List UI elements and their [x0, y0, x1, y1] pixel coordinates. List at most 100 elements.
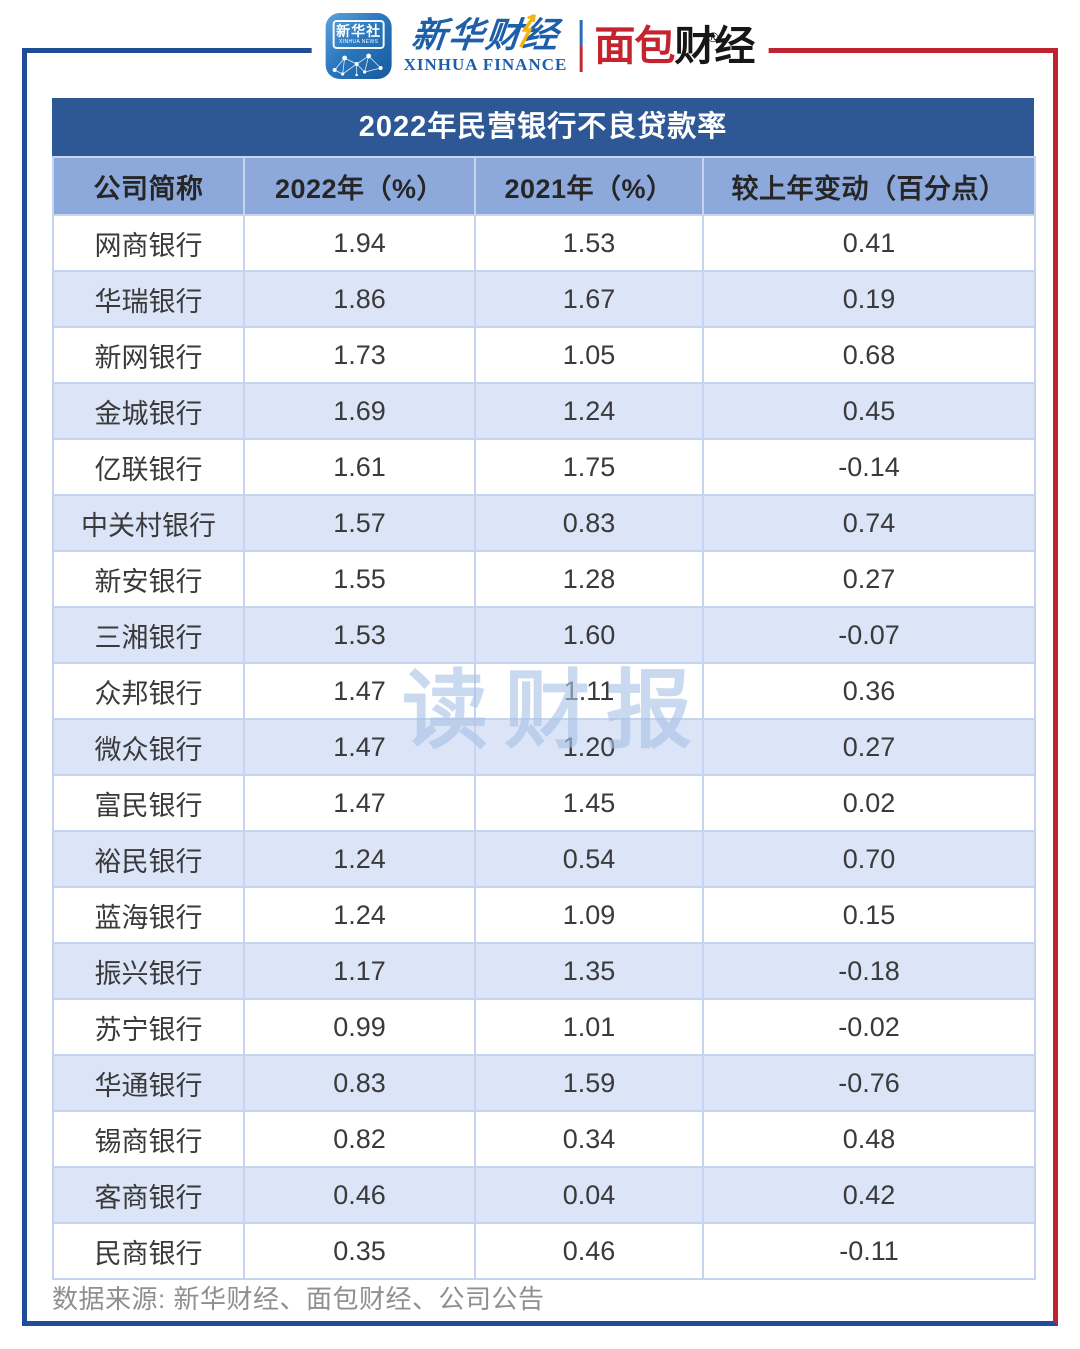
xinhua-finance-en-wordmark: XINHUA FINANCE	[403, 55, 568, 74]
value-2021-cell: 1.01	[474, 998, 704, 1056]
change-cell: 0.02	[702, 774, 1036, 832]
mianbao-logo-black-part: 财经	[674, 23, 755, 69]
bank-name-cell: 华瑞银行	[52, 270, 245, 328]
bank-name-cell: 亿联银行	[52, 438, 245, 496]
change-cell: -0.11	[702, 1222, 1036, 1280]
xinhua-finance-logo: 新华财经 XINHUA FINANCE	[403, 13, 568, 75]
table-row: 新网银行 1.73 1.05 0.68	[52, 326, 1036, 384]
table-row: 民商银行 0.35 0.46 -0.11	[52, 1222, 1036, 1280]
change-cell: 0.41	[702, 214, 1036, 272]
value-2022-cell: 0.46	[243, 1166, 476, 1224]
bank-name-cell: 新安银行	[52, 550, 245, 608]
value-2022-cell: 1.69	[243, 382, 476, 440]
table-row: 三湘银行 1.53 1.60 -0.07	[52, 606, 1036, 664]
change-cell: 0.19	[702, 270, 1036, 328]
value-2022-cell: 1.47	[243, 774, 476, 832]
change-cell: -0.76	[702, 1054, 1036, 1112]
table-row: 中关村银行 1.57 0.83 0.74	[52, 494, 1036, 552]
value-2021-cell: 1.67	[474, 270, 704, 328]
change-cell: 0.48	[702, 1110, 1036, 1168]
table-row: 华瑞银行 1.86 1.67 0.19	[52, 270, 1036, 328]
table-row: 苏宁银行 0.99 1.01 -0.02	[52, 998, 1036, 1056]
value-2021-cell: 1.53	[474, 214, 704, 272]
network-constellation-icon	[332, 53, 383, 76]
bank-name-cell: 华通银行	[52, 1054, 245, 1112]
table-row: 众邦银行 1.47 1.11 0.36	[52, 662, 1036, 720]
change-cell: 0.68	[702, 326, 1036, 384]
bank-name-cell: 蓝海银行	[52, 886, 245, 944]
bank-name-cell: 众邦银行	[52, 662, 245, 720]
change-cell: -0.02	[702, 998, 1036, 1056]
value-2022-cell: 1.61	[243, 438, 476, 496]
logo-bar: 新华社 XINHUA NEWS 新华财经	[311, 6, 769, 86]
bank-name-cell: 振兴银行	[52, 942, 245, 1000]
value-2021-cell: 0.04	[474, 1166, 704, 1224]
table-row: 裕民银行 1.24 0.54 0.70	[52, 830, 1036, 888]
value-2022-cell: 1.17	[243, 942, 476, 1000]
table-row: 网商银行 1.94 1.53 0.41	[52, 214, 1036, 272]
header-row: 公司简称 2022年（%） 2021年（%） 较上年变动（百分点）	[52, 156, 1036, 216]
mianbao-finance-logo: 面包财经 ®	[594, 23, 755, 69]
lightning-bolt-icon	[518, 13, 536, 48]
value-2022-cell: 1.86	[243, 270, 476, 328]
bank-name-cell: 裕民银行	[52, 830, 245, 888]
bank-name-cell: 锡商银行	[52, 1110, 245, 1168]
change-cell: 0.36	[702, 662, 1036, 720]
value-2022-cell: 1.47	[243, 718, 476, 776]
value-2021-cell: 1.28	[474, 550, 704, 608]
bank-name-cell: 金城银行	[52, 382, 245, 440]
bank-name-cell: 网商银行	[52, 214, 245, 272]
table-row: 新安银行 1.55 1.28 0.27	[52, 550, 1036, 608]
value-2022-cell: 0.83	[243, 1054, 476, 1112]
change-cell: -0.07	[702, 606, 1036, 664]
change-cell: -0.14	[702, 438, 1036, 496]
value-2021-cell: 1.20	[474, 718, 704, 776]
value-2022-cell: 1.24	[243, 886, 476, 944]
change-cell: 0.70	[702, 830, 1036, 888]
value-2022-cell: 0.99	[243, 998, 476, 1056]
value-2021-cell: 1.60	[474, 606, 704, 664]
value-2022-cell: 0.35	[243, 1222, 476, 1280]
value-2021-cell: 1.24	[474, 382, 704, 440]
value-2022-cell: 1.24	[243, 830, 476, 888]
xinhua-news-icon-title: 新华社	[336, 23, 382, 39]
column-header-change: 较上年变动（百分点）	[702, 156, 1036, 216]
npl-table-container: 2022年民营银行不良贷款率 公司简称 2022年（%） 2021年（%） 较上…	[52, 98, 1036, 1280]
xinhua-news-app-icon: 新华社 XINHUA NEWS	[325, 13, 392, 79]
value-2022-cell: 1.53	[243, 606, 476, 664]
table-row: 富民银行 1.47 1.45 0.02	[52, 774, 1036, 832]
column-header-2022: 2022年（%）	[243, 156, 476, 216]
xinhua-news-icon-box: 新华社 XINHUA NEWS	[332, 20, 385, 49]
mianbao-logo-red-part: 面包	[594, 23, 675, 69]
data-source-note: 数据来源: 新华财经、面包财经、公司公告	[52, 1284, 545, 1314]
change-cell: 0.42	[702, 1166, 1036, 1224]
value-2021-cell: 0.83	[474, 494, 704, 552]
bank-name-cell: 新网银行	[52, 326, 245, 384]
npl-table: 公司简称 2022年（%） 2021年（%） 较上年变动（百分点） 网商银行 1.…	[52, 156, 1036, 1280]
registered-trademark-icon: ®	[708, 29, 719, 45]
value-2022-cell: 1.55	[243, 550, 476, 608]
table-row: 微众银行 1.47 1.20 0.27	[52, 718, 1036, 776]
value-2021-cell: 0.46	[474, 1222, 704, 1280]
bank-name-cell: 微众银行	[52, 718, 245, 776]
bank-name-cell: 三湘银行	[52, 606, 245, 664]
value-2021-cell: 1.59	[474, 1054, 704, 1112]
bank-name-cell: 中关村银行	[52, 494, 245, 552]
logo-divider	[579, 20, 583, 72]
value-2022-cell: 0.82	[243, 1110, 476, 1168]
bank-name-cell: 客商银行	[52, 1166, 245, 1224]
value-2021-cell: 1.09	[474, 886, 704, 944]
value-2021-cell: 1.75	[474, 438, 704, 496]
change-cell: -0.18	[702, 942, 1036, 1000]
value-2021-cell: 1.35	[474, 942, 704, 1000]
table-title: 2022年民营银行不良贷款率	[52, 98, 1034, 156]
value-2021-cell: 1.11	[474, 662, 704, 720]
value-2021-cell: 1.05	[474, 326, 704, 384]
bank-name-cell: 民商银行	[52, 1222, 245, 1280]
change-cell: 0.45	[702, 382, 1036, 440]
column-header-company: 公司简称	[52, 156, 245, 216]
table-row: 蓝海银行 1.24 1.09 0.15	[52, 886, 1036, 944]
value-2021-cell: 0.54	[474, 830, 704, 888]
xinhua-news-icon-subtitle: XINHUA NEWS	[338, 39, 379, 45]
